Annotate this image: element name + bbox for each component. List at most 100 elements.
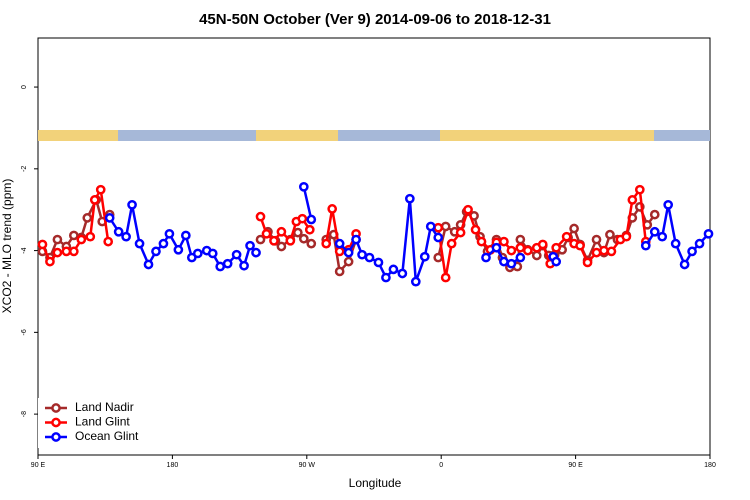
map-strip xyxy=(38,130,710,141)
point xyxy=(481,252,491,263)
point xyxy=(591,247,602,258)
point xyxy=(334,266,345,277)
point xyxy=(694,238,705,249)
y-tick-label: -4 xyxy=(21,247,28,253)
point xyxy=(679,259,690,270)
point xyxy=(522,245,533,256)
point xyxy=(515,242,526,253)
y-tick-label: -8 xyxy=(21,411,28,417)
point xyxy=(388,264,399,275)
point xyxy=(173,244,184,255)
point xyxy=(433,222,444,233)
point xyxy=(82,213,93,223)
point xyxy=(68,246,79,257)
point xyxy=(621,231,632,242)
point xyxy=(76,234,87,245)
point xyxy=(357,249,367,260)
point xyxy=(334,246,345,257)
point xyxy=(425,221,436,232)
plot-frame xyxy=(37,37,711,456)
x-tick-label: 90 E xyxy=(568,462,583,469)
point xyxy=(222,258,233,269)
point xyxy=(164,228,175,239)
point xyxy=(569,223,579,234)
x-tick-label: 180 xyxy=(704,462,716,469)
point xyxy=(61,246,72,257)
point xyxy=(419,251,430,262)
x-tick-label: 90 W xyxy=(299,462,316,469)
point xyxy=(397,268,408,279)
point xyxy=(143,259,154,270)
point xyxy=(663,199,674,210)
point xyxy=(491,242,502,253)
point xyxy=(433,252,444,263)
point xyxy=(499,256,509,267)
point xyxy=(113,226,124,237)
point xyxy=(297,213,308,224)
legend-marker xyxy=(51,417,61,428)
point xyxy=(506,245,517,256)
x-tick-label: 90 E xyxy=(31,462,46,469)
point xyxy=(703,228,714,239)
point xyxy=(304,224,315,235)
series-line xyxy=(41,185,648,278)
point xyxy=(649,226,660,237)
point xyxy=(103,236,114,247)
point xyxy=(255,234,266,245)
point xyxy=(343,247,354,258)
point xyxy=(52,234,63,245)
point xyxy=(599,245,609,256)
point xyxy=(591,234,602,245)
point xyxy=(627,195,638,205)
legend-marker xyxy=(51,403,61,413)
point xyxy=(531,250,542,261)
y-axis-label: XCO2 - MLO trend (ppm) xyxy=(0,179,14,314)
point xyxy=(151,246,161,257)
point xyxy=(251,247,261,258)
point xyxy=(446,238,457,249)
point xyxy=(321,238,332,249)
point xyxy=(239,260,249,271)
point xyxy=(670,238,681,249)
x-tick-label: 180 xyxy=(167,462,179,469)
point xyxy=(440,272,451,283)
point xyxy=(121,231,131,242)
point xyxy=(364,252,375,263)
point xyxy=(298,233,309,244)
point xyxy=(245,240,255,251)
land-strip xyxy=(256,130,338,141)
point xyxy=(269,235,279,246)
point xyxy=(499,236,509,247)
point xyxy=(470,224,481,235)
point xyxy=(306,238,317,249)
point xyxy=(575,240,585,251)
land-strip xyxy=(440,130,654,141)
point xyxy=(134,238,145,249)
point xyxy=(551,256,562,267)
point xyxy=(551,242,562,253)
point xyxy=(343,256,354,267)
chart-title: 45N-50N October (Ver 9) 2014-09-06 to 20… xyxy=(199,11,551,28)
point xyxy=(404,193,415,204)
point xyxy=(373,257,384,268)
point xyxy=(52,247,63,258)
point xyxy=(334,238,345,249)
point xyxy=(306,214,317,225)
legend-label: Land Glint xyxy=(75,415,130,429)
y-tick-label: -6 xyxy=(21,329,28,335)
point xyxy=(640,240,651,251)
legend-label: Ocean Glint xyxy=(75,429,139,443)
point xyxy=(634,184,645,195)
point xyxy=(207,248,218,259)
point xyxy=(192,248,203,259)
point xyxy=(255,211,266,222)
ocean-strip xyxy=(38,130,710,141)
point xyxy=(180,230,191,241)
point xyxy=(45,256,55,267)
point xyxy=(158,238,169,249)
point xyxy=(95,184,106,195)
point xyxy=(285,235,296,246)
point xyxy=(687,246,697,257)
legend-label: Land Nadir xyxy=(75,400,134,414)
point xyxy=(351,234,361,245)
